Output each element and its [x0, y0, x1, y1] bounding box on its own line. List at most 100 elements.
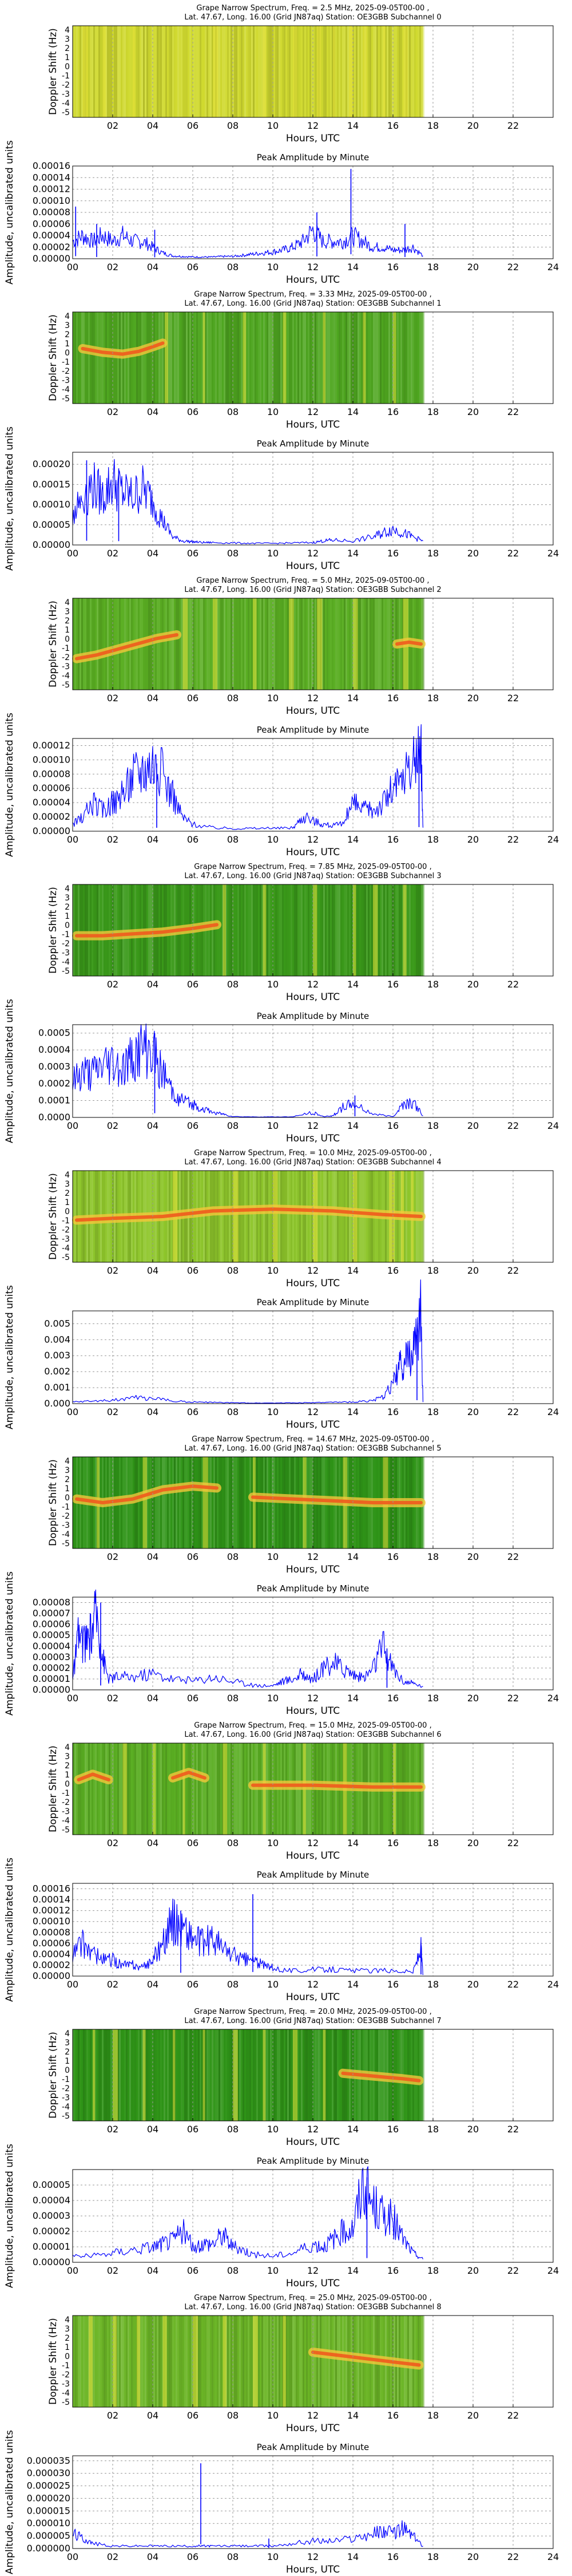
spectrum-column — [170, 26, 172, 117]
spectrum-column — [162, 26, 164, 117]
spectrum-column — [273, 884, 275, 976]
spectrum-column — [86, 2029, 88, 2121]
spectrum-column — [177, 2029, 179, 2121]
spectrum-column — [208, 1457, 210, 1548]
spectrum-x-tick-label: 12 — [307, 1551, 319, 1562]
spectrum-column — [327, 26, 328, 117]
spectrum-column — [227, 1743, 229, 1835]
spectrum-column — [225, 26, 227, 117]
spectrum-column — [366, 312, 368, 404]
spectrum-y-tick-label: -2 — [62, 2370, 70, 2380]
spectrum-column — [303, 884, 304, 976]
spectrum-column — [167, 1457, 169, 1548]
spectrum-column — [107, 312, 109, 404]
spectrum-column — [224, 1171, 225, 1262]
spectrum-column — [210, 2316, 212, 2407]
spectrum-title-line2: Lat. 47.67, Long. 16.00 (Grid JN87aq) St… — [184, 1730, 441, 1739]
spectrum-column — [133, 312, 134, 404]
spectrum-column — [354, 26, 356, 117]
spectrum-column — [167, 2029, 169, 2121]
spectrum-column — [193, 2029, 194, 2121]
spectrum-y-tick-label: 4 — [65, 1457, 70, 1466]
spectrum-column — [172, 598, 174, 690]
spectrum-column — [219, 884, 220, 976]
spectrum-column — [227, 1171, 229, 1262]
spectrum-column — [160, 1457, 162, 1548]
spectrum-column — [277, 598, 279, 690]
amplitude-y-tick-label: 0.000025 — [27, 2480, 70, 2491]
spectrum-column — [333, 2316, 335, 2407]
spectrum-y-tick-label: 0 — [65, 349, 70, 358]
spectrum-column — [78, 26, 80, 117]
spectrum-column — [287, 2316, 289, 2407]
amplitude-y-tick-label: 0.005 — [44, 1318, 70, 1329]
spectrum-column — [104, 2316, 105, 2407]
spectrum-column — [131, 26, 133, 117]
spectrum-column — [198, 312, 200, 404]
spectrum-column — [289, 312, 291, 404]
spectrum-column — [146, 1457, 148, 1548]
spectrum-y-tick-label: 3 — [65, 607, 70, 617]
spectrum-bright-band — [122, 1743, 128, 1835]
spectrum-column — [373, 26, 375, 117]
amplitude-x-tick-label: 04 — [147, 1406, 158, 1417]
spectrum-bright-band — [403, 26, 408, 117]
spectrum-column — [153, 312, 155, 404]
spectrum-column — [414, 2029, 416, 2121]
amplitude-y-tick-label: 0.00004 — [33, 1949, 70, 1959]
spectrum-column — [267, 2316, 268, 2407]
spectrum-column — [255, 1171, 256, 1262]
spectrum-column — [354, 312, 356, 404]
spectrum-column — [246, 884, 248, 976]
spectrum-column — [100, 884, 102, 976]
spectrum-x-tick-label: 08 — [227, 406, 239, 417]
spectrum-column — [387, 598, 388, 690]
spectrum-column — [416, 26, 418, 117]
spectrum-column — [321, 884, 323, 976]
amplitude-x-tick-label: 06 — [187, 1979, 198, 1990]
spectrum-column — [241, 1743, 243, 1835]
amplitude-x-tick-label: 00 — [67, 1406, 78, 1417]
spectrum-column — [229, 1171, 231, 1262]
spectrum-column — [414, 26, 416, 117]
spectrum-column — [284, 1171, 285, 1262]
spectrum-column — [76, 598, 78, 690]
spectrum-column — [76, 2029, 78, 2121]
spectrum-column — [342, 598, 344, 690]
spectrum-column — [206, 26, 208, 117]
spectrum-column — [323, 1171, 325, 1262]
spectrum-y-tick-label: 2 — [65, 44, 70, 53]
spectrum-y-tick-label: 4 — [65, 884, 70, 894]
amplitude-y-tick-label: 0.00000 — [33, 1684, 70, 1695]
spectrum-column — [222, 1171, 224, 1262]
spectrum-column — [109, 312, 110, 404]
spectrum-bright-band — [82, 26, 88, 117]
amplitude-x-axis-label: Hours, UTC — [286, 1992, 340, 2003]
spectrum-column — [265, 2029, 267, 2121]
spectrum-column — [143, 26, 145, 117]
amplitude-axes-frame — [72, 1310, 554, 1404]
spectrum-x-tick-label: 10 — [267, 979, 279, 990]
spectrum-y-tick-label: -1 — [62, 930, 70, 939]
spectrum-column — [309, 1171, 311, 1262]
spectrum-column — [280, 2316, 282, 2407]
spectrum-column — [406, 312, 407, 404]
amplitude-x-tick-label: 16 — [387, 548, 399, 559]
spectrum-column — [332, 1171, 333, 1262]
spectrum-column — [158, 1743, 160, 1835]
spectrum-column — [421, 312, 423, 404]
amplitude-x-tick-label: 14 — [347, 548, 359, 559]
spectrum-column — [170, 1743, 172, 1835]
spectrum-y-tick-label: -5 — [62, 108, 70, 117]
spectrum-column — [340, 312, 342, 404]
spectrum-column — [205, 312, 206, 404]
spectrum-column — [81, 2029, 83, 2121]
spectrum-y-tick-label: -2 — [62, 1512, 70, 1521]
spectrum-column — [102, 884, 104, 976]
spectrum-column — [282, 1171, 284, 1262]
amplitude-title: Peak Amplitude by Minute — [257, 2156, 369, 2166]
spectrum-column — [177, 1743, 179, 1835]
spectrum-column — [78, 2316, 80, 2407]
amplitude-x-tick-label: 00 — [67, 262, 78, 272]
spectrum-column — [419, 26, 421, 117]
